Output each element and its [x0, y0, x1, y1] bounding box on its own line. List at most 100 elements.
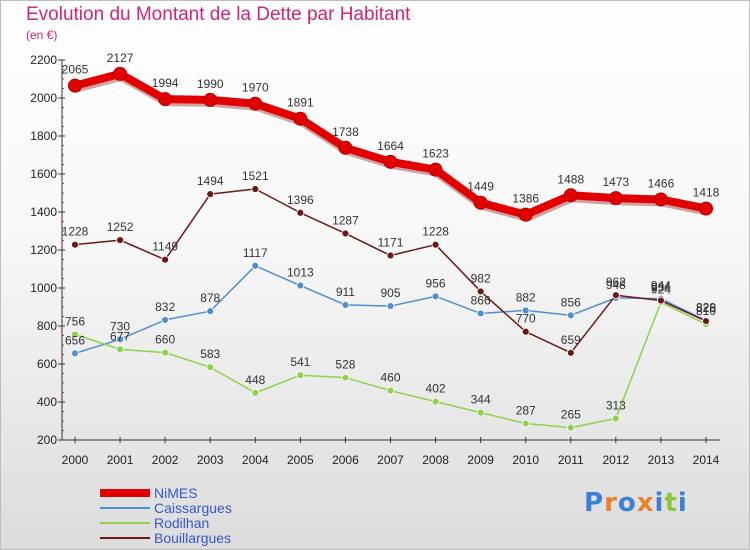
data-label-nimes: 1466 — [648, 176, 675, 190]
data-point-rodilhan — [386, 386, 395, 395]
x-tick-label: 2001 — [107, 453, 134, 467]
unit-label: (en €) — [26, 28, 58, 42]
data-label-nimes: 1664 — [377, 139, 404, 153]
data-point-caissargues — [566, 311, 575, 320]
data-point-nimes — [518, 207, 533, 222]
data-point-caissargues — [116, 335, 124, 344]
data-point-nimes — [608, 191, 623, 206]
data-point-nimes — [158, 92, 173, 107]
data-label-nimes: 1623 — [422, 147, 449, 161]
data-point-bouillargues — [71, 240, 79, 249]
data-label-caissargues: 1013 — [287, 266, 314, 280]
legend-label-caissargues: Caissargues — [154, 500, 232, 516]
data-label-bouillargues: 1287 — [332, 213, 359, 227]
data-label-caissargues: 866 — [471, 293, 491, 307]
data-point-bouillargues — [476, 287, 485, 296]
data-point-rodilhan — [521, 419, 530, 428]
x-tick-label: 2010 — [512, 453, 539, 467]
data-point-caissargues — [386, 302, 395, 310]
data-label-caissargues: 944 — [651, 279, 671, 293]
logo-letter: t — [664, 488, 678, 518]
y-tick-label: 1400 — [30, 205, 57, 219]
data-label-nimes: 1891 — [287, 96, 314, 110]
y-tick-label: 600 — [37, 357, 57, 371]
data-point-caissargues — [251, 261, 260, 270]
data-label-rodilhan: 583 — [200, 347, 220, 361]
data-point-nimes — [203, 92, 218, 107]
data-label-bouillargues: 1494 — [197, 174, 224, 188]
data-point-rodilhan — [431, 397, 440, 406]
x-tick-label: 2003 — [197, 453, 224, 467]
data-point-rodilhan — [566, 423, 575, 432]
axes: 200 400 600 800 1000 1200 1400 1600 1800 2000 2200… — [30, 53, 720, 467]
data-label-nimes: 1990 — [197, 77, 224, 91]
x-tick-label: 2011 — [558, 453, 584, 467]
data-point-nimes — [248, 96, 263, 111]
data-label-rodilhan: 756 — [65, 314, 85, 328]
logo-letter: i — [677, 488, 688, 518]
x-tick-label: 2014 — [693, 453, 720, 467]
y-tick-label: 200 — [37, 433, 57, 447]
data-point-bouillargues — [341, 229, 350, 238]
data-point-rodilhan — [611, 414, 620, 423]
legend-label-nimes: NiMES — [154, 485, 198, 501]
data-label-rodilhan: 677 — [110, 329, 130, 343]
data-label-nimes: 1488 — [557, 172, 584, 186]
data-labels: 656 730 832 878 1117 1013 911 905 956 866 882 856 94… — [62, 51, 720, 422]
data-label-bouillargues: 1228 — [62, 225, 89, 239]
y-tick-label: 400 — [37, 395, 57, 409]
data-label-rodilhan: 344 — [471, 393, 491, 407]
data-label-bouillargues: 659 — [561, 333, 581, 347]
data-label-caissargues: 911 — [336, 285, 355, 299]
data-label-rodilhan: 448 — [245, 373, 265, 387]
data-label-rodilhan: 924 — [651, 282, 671, 296]
data-point-caissargues — [71, 349, 79, 358]
data-label-bouillargues: 934 — [651, 281, 671, 295]
x-tick-label: 2006 — [332, 453, 359, 467]
data-label-caissargues: 956 — [426, 276, 446, 290]
x-tick-label: 2013 — [648, 453, 675, 467]
data-label-nimes: 1994 — [152, 76, 179, 90]
series-layer — [68, 66, 713, 432]
chart-title: Evolution du Montant de la Dette par Hab… — [26, 4, 411, 25]
logo-letter: P — [584, 488, 605, 518]
data-label-nimes: 2127 — [107, 51, 134, 65]
logo-letter: i — [654, 488, 665, 518]
data-point-bouillargues — [206, 190, 215, 199]
data-point-rodilhan — [71, 330, 79, 339]
data-label-rodilhan: 402 — [426, 382, 446, 396]
data-label-caissargues: 832 — [155, 300, 175, 314]
data-label-caissargues: 905 — [380, 286, 400, 300]
data-point-rodilhan — [296, 371, 305, 380]
data-point-bouillargues — [611, 291, 620, 300]
data-label-nimes: 1970 — [242, 81, 269, 95]
data-point-bouillargues — [116, 236, 124, 245]
data-label-bouillargues: 1396 — [287, 193, 314, 207]
data-label-caissargues: 878 — [200, 291, 220, 305]
y-tick-label: 1000 — [30, 281, 57, 295]
data-point-caissargues — [431, 292, 440, 301]
data-point-bouillargues — [161, 255, 170, 264]
data-label-rodilhan: 541 — [290, 355, 310, 369]
data-label-caissargues: 1117 — [243, 246, 268, 260]
data-point-bouillargues — [657, 296, 665, 305]
data-point-caissargues — [476, 309, 485, 318]
x-tick-label: 2012 — [603, 453, 630, 467]
data-label-rodilhan: 810 — [696, 304, 716, 318]
data-point-nimes — [473, 195, 488, 210]
data-point-caissargues — [296, 281, 305, 290]
x-tick-label: 2002 — [152, 453, 179, 467]
data-point-bouillargues — [386, 251, 395, 260]
x-tick-label: 2005 — [287, 453, 314, 467]
data-point-nimes — [338, 140, 353, 155]
data-label-rodilhan: 528 — [335, 358, 355, 372]
data-label-bouillargues: 982 — [471, 271, 491, 285]
y-tick-label: 2200 — [30, 53, 57, 67]
x-tick-label: 2000 — [62, 453, 89, 467]
data-label-bouillargues: 1171 — [378, 236, 404, 250]
data-point-bouillargues — [431, 240, 440, 249]
proxiti-logo: Proxiti — [584, 488, 688, 518]
